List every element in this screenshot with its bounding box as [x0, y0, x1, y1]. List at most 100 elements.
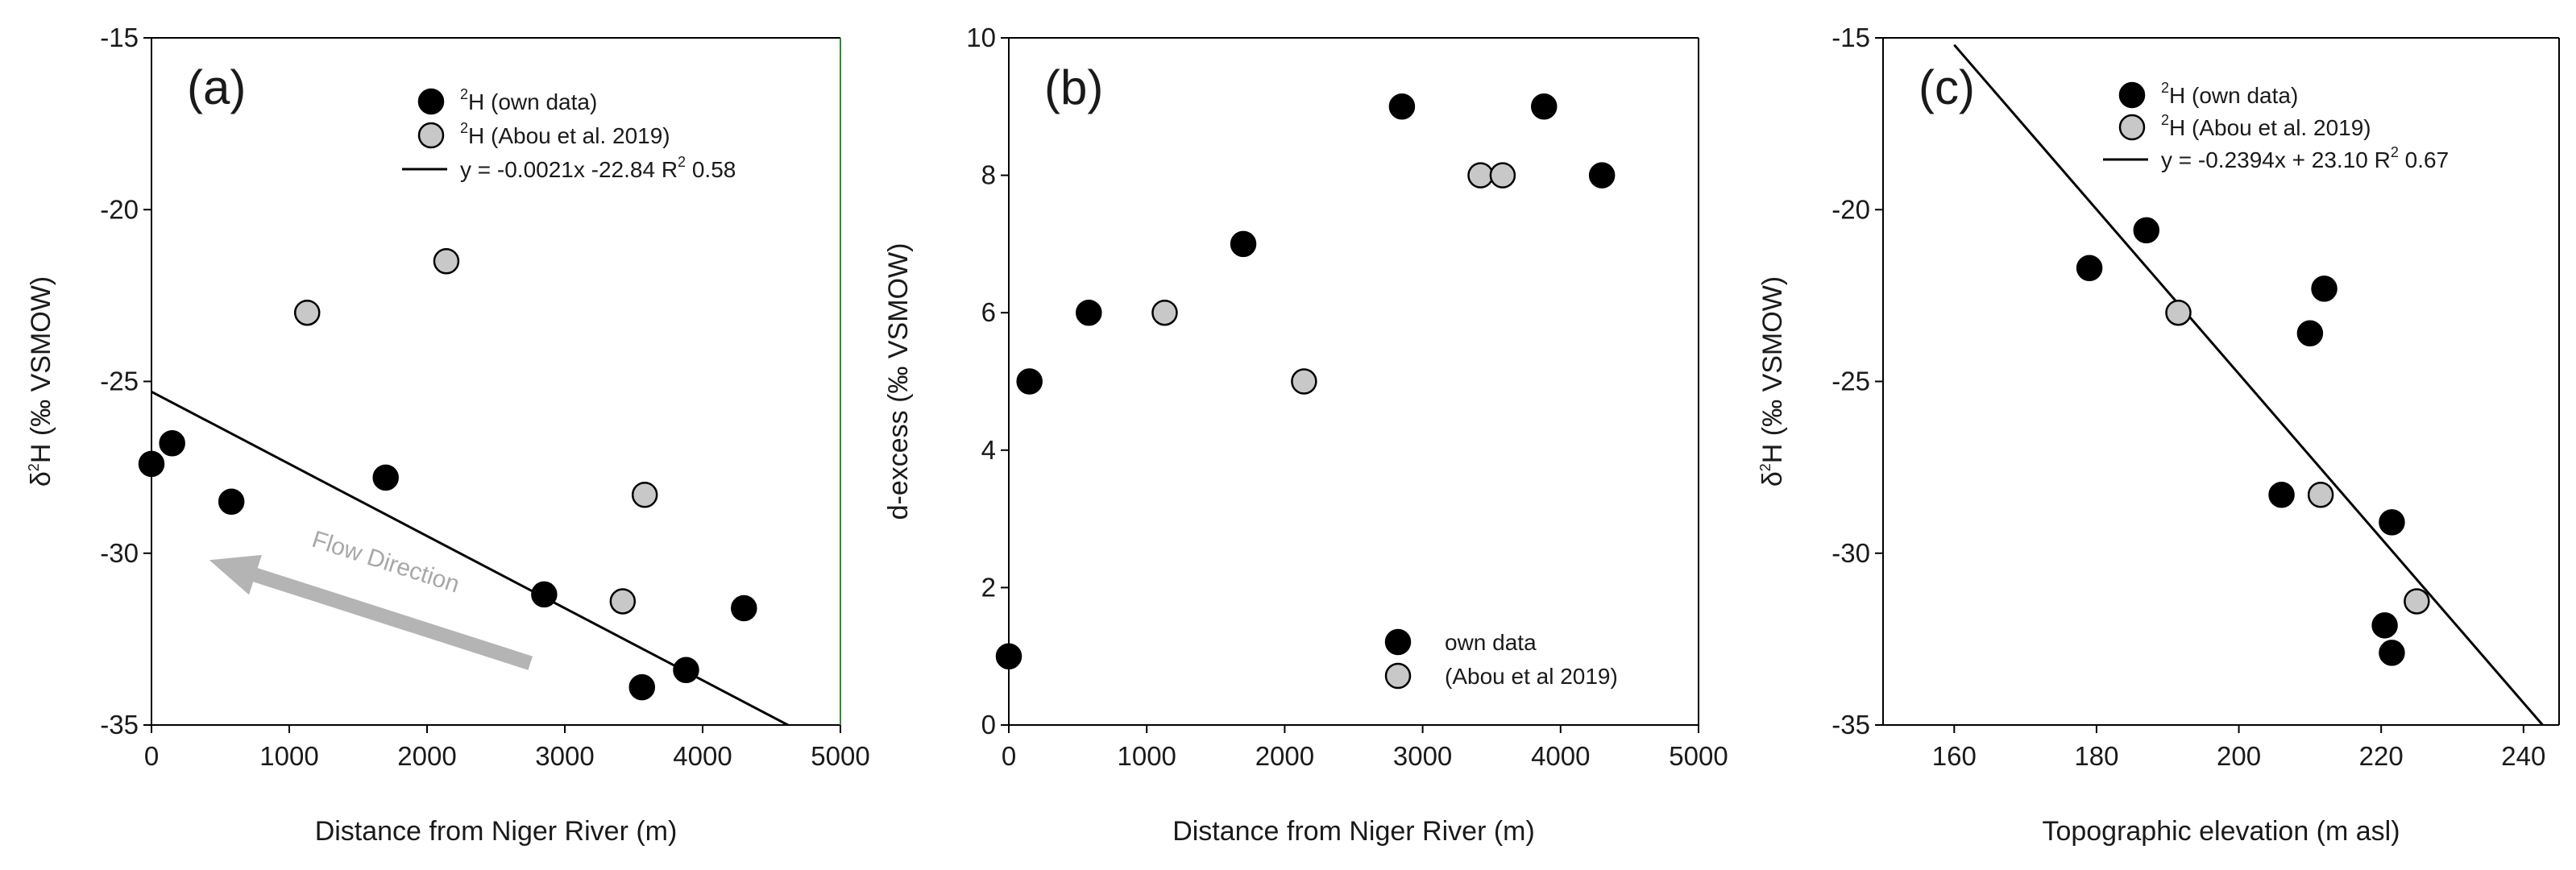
y-axis-title-part: δ: [26, 471, 56, 487]
legend-fit-label: y = -0.2394x + 23.10 R2 0.67: [2161, 144, 2449, 172]
own-data-point: [1230, 230, 1257, 258]
panel-label: (a): [187, 60, 246, 114]
x-tick-label: 1000: [259, 741, 318, 771]
legend-fit-sup: 2: [678, 154, 686, 170]
x-tick-label: 2000: [1255, 741, 1314, 771]
x-tick-label: 5000: [1669, 741, 1728, 771]
y-tick-label: 8: [981, 160, 996, 190]
own-data-point: [1388, 93, 1416, 120]
abou-data-point: [1291, 368, 1317, 395]
x-tick-label: 3000: [1393, 741, 1452, 771]
legend-fit-r2: 0.67: [2399, 147, 2449, 172]
x-tick-label: 5000: [811, 741, 869, 771]
own-data-point: [218, 488, 245, 516]
own-data-point: [159, 430, 185, 457]
legend-label-text: H (Abou et al. 2019): [468, 123, 670, 148]
regression-line: [151, 390, 791, 725]
own-data-point: [2379, 640, 2405, 666]
y-tick-label: -20: [1831, 194, 1870, 224]
y-axis-title-part: H (‰ VSMOW): [1757, 276, 1788, 463]
legend-label-sup: 2: [2161, 112, 2169, 128]
own-data-point: [673, 657, 699, 684]
y-tick-label: -15: [1831, 23, 1870, 52]
legend-label: 2H (own data): [2161, 80, 2298, 108]
abou-data-point: [1467, 162, 1494, 188]
y-axis-title: d-excess (‰ VSMOW): [883, 243, 914, 520]
own-data-point: [372, 464, 399, 491]
abou-data-point: [609, 588, 637, 615]
y-tick-label: -35: [100, 710, 139, 740]
x-tick-label: 4000: [1531, 741, 1590, 771]
legend-fit-r2: 0.58: [686, 157, 736, 182]
x-tick-label: 3000: [535, 741, 594, 771]
legend-label: 2H (Abou et al. 2019): [2161, 112, 2371, 140]
legend-label-text: H (own data): [468, 89, 597, 114]
y-axis-title: δ2H (‰ VSMOW): [1757, 276, 1788, 487]
legend-fit-sup: 2: [2391, 144, 2399, 160]
y-tick-label: -20: [100, 194, 139, 224]
y-tick-label: 10: [966, 23, 996, 52]
own-data-point: [2379, 509, 2405, 536]
y-tick-label: -35: [1831, 710, 1870, 740]
own-data-point: [531, 581, 558, 608]
y-axis-title-part: H (‰ VSMOW): [26, 276, 56, 463]
y-tick-label: 4: [981, 435, 996, 465]
abou-data-point: [2165, 299, 2192, 326]
legend-label-text: H (Abou et al. 2019): [2169, 115, 2371, 140]
own-data-point: [2371, 612, 2398, 639]
y-tick-label: 2: [981, 572, 996, 602]
y-axis-title-sup: 2: [26, 463, 42, 471]
y-tick-label: -25: [100, 367, 139, 396]
own-data-point: [2268, 481, 2295, 508]
own-data-point: [628, 673, 656, 701]
x-tick-label: 180: [2074, 741, 2118, 771]
legend-label-sup: 2: [460, 86, 468, 102]
x-tick-label: 0: [1002, 741, 1016, 771]
y-tick-label: -25: [1831, 367, 1870, 396]
abou-data-point: [2307, 481, 2334, 508]
panel-label: (b): [1044, 60, 1103, 114]
x-tick-label: 200: [2217, 741, 2261, 771]
y-tick-label: -30: [1831, 538, 1870, 568]
abou-data-point: [1489, 162, 1516, 188]
x-tick-label: 160: [1932, 741, 1977, 771]
x-tick-label: 4000: [673, 741, 732, 771]
y-tick-label: -15: [100, 23, 139, 52]
y-axis-title-part: δ: [1757, 471, 1788, 487]
x-tick-label: 0: [144, 741, 159, 771]
own-data-point: [1531, 93, 1558, 120]
own-data-point: [995, 643, 1023, 669]
own-data-point: [2076, 255, 2103, 282]
own-data-point: [1588, 162, 1616, 188]
regression-line: [1953, 44, 2545, 725]
x-tick-label: 240: [2501, 741, 2545, 771]
abou-data-point: [293, 299, 321, 326]
y-tick-label: -30: [100, 538, 139, 568]
legend-marker: [2118, 81, 2146, 109]
legend-marker: [1384, 662, 1412, 690]
x-axis-title: Topographic elevation (m asl): [2042, 816, 2400, 847]
abou-data-point: [631, 481, 658, 508]
legend-label: 2H (Abou et al. 2019): [460, 120, 670, 148]
abou-data-point: [1151, 299, 1178, 326]
legend-label-sup: 2: [460, 120, 468, 136]
legend-label: 2H (own data): [460, 86, 597, 114]
x-tick-label: 1000: [1117, 741, 1176, 771]
legend-fit-label: y = -0.0021x -22.84 R2 0.58: [460, 154, 736, 182]
x-tick-label: 2000: [397, 741, 456, 771]
own-data-point: [2296, 320, 2324, 347]
legend-label-sup: 2: [2161, 80, 2169, 96]
flow-direction-arrow: [209, 554, 533, 670]
panel-c: 160 180 200 220 240 -35 -30 -25 -20 -15 Topographi…: [1757, 23, 2560, 847]
x-axis-title: Distance from Niger River (m): [1172, 816, 1535, 847]
own-data-point: [1076, 299, 1102, 326]
panel-b: 0 1000 2000 3000 4000 5000 0 2 4 6 8 10 Distance fro…: [883, 23, 1728, 847]
panel-a: 0 1000 2000 3000 4000 5000 -35 -30 -25 -20 -15 Dist…: [26, 23, 870, 847]
legend-label: own data: [1445, 630, 1537, 655]
own-data-point: [1016, 368, 1043, 395]
y-axis-title: δ2H (‰ VSMOW): [26, 276, 56, 487]
legend-marker: [1384, 628, 1412, 656]
legend-label-text: H (own data): [2169, 83, 2298, 108]
own-data-point: [2311, 276, 2337, 302]
